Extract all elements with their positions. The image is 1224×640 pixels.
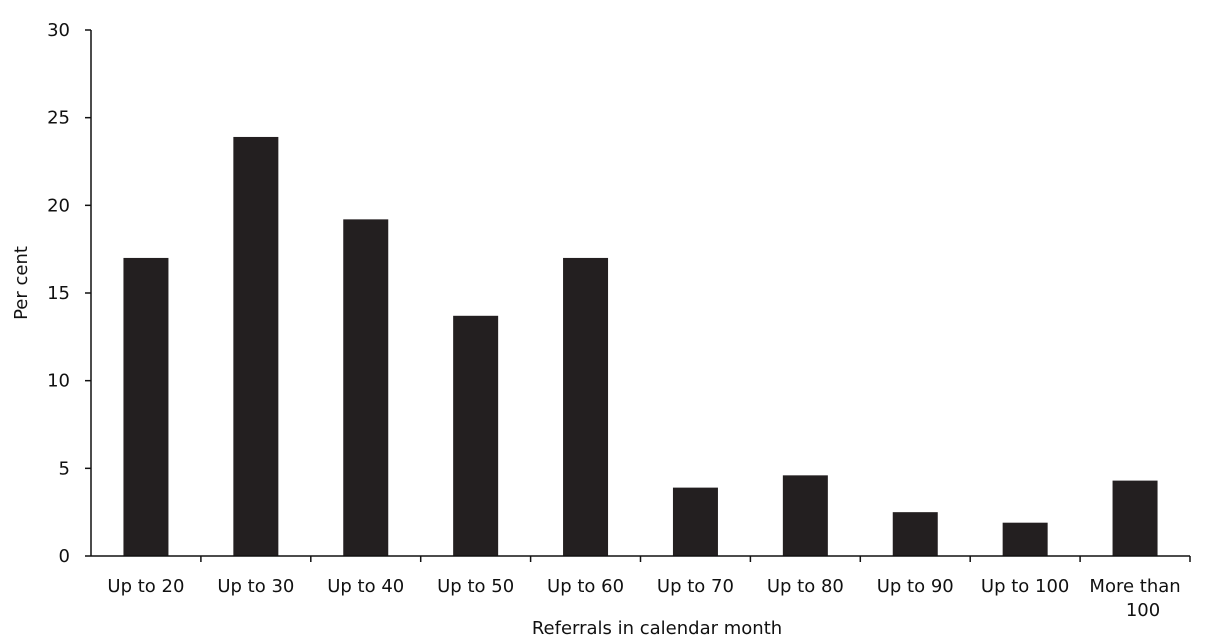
x-axis-labels: Up to 20 Up to 30 Up to 40 Up to 50 Up to 60… bbox=[107, 556, 1191, 621]
bar bbox=[563, 257, 609, 556]
bars bbox=[123, 136, 1158, 557]
x-tick-label: Up to 60 bbox=[547, 576, 624, 597]
bar bbox=[782, 475, 828, 556]
bar bbox=[892, 512, 938, 556]
y-tick-label: 0 bbox=[59, 546, 70, 567]
y-tick-label: 5 bbox=[59, 458, 70, 479]
y-tick-label: 30 bbox=[47, 20, 70, 41]
x-axis-title: Referrals in calendar month bbox=[532, 618, 782, 639]
x-tick-label: Up to 20 bbox=[107, 576, 184, 597]
x-tick-label: Up to 80 bbox=[767, 576, 844, 597]
x-tick-label: Up to 30 bbox=[217, 576, 294, 597]
y-tick-label: 20 bbox=[47, 195, 70, 216]
x-tick-label: Up to 90 bbox=[877, 576, 954, 597]
bar bbox=[672, 487, 718, 556]
x-tick-label: Up to 50 bbox=[437, 576, 514, 597]
bar bbox=[343, 219, 389, 557]
y-axis-title: Per cent bbox=[11, 246, 32, 320]
x-tick-label: Up to 40 bbox=[327, 576, 404, 597]
x-tick-label: More than 100 bbox=[1089, 576, 1180, 621]
y-tick-label: 15 bbox=[47, 283, 70, 304]
bar bbox=[233, 136, 279, 556]
bar bbox=[1002, 522, 1048, 556]
y-tick-label: 10 bbox=[47, 371, 70, 392]
y-tick-label: 25 bbox=[47, 108, 70, 129]
x-tick-label: Up to 100 bbox=[981, 576, 1069, 597]
x-tick-label: Up to 70 bbox=[657, 576, 734, 597]
bar bbox=[1112, 480, 1158, 556]
y-axis-ticks: 0 5 10 15 20 25 30 bbox=[47, 20, 91, 567]
bar bbox=[123, 257, 169, 556]
bar bbox=[453, 315, 499, 556]
